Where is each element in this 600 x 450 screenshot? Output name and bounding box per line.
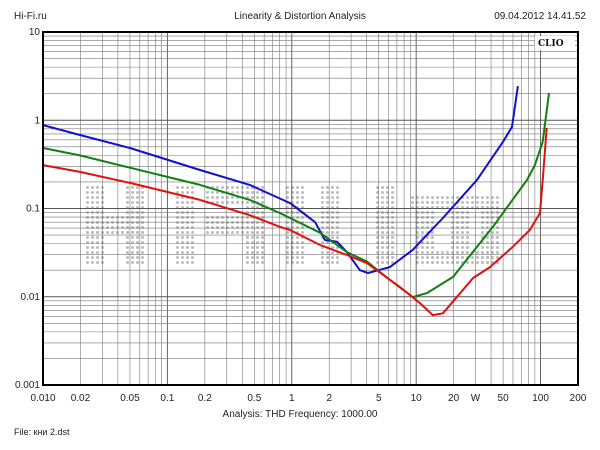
x-tick-label: 200 bbox=[570, 393, 587, 404]
watermark-block bbox=[175, 185, 195, 265]
y-tick-label: 1 bbox=[34, 115, 40, 126]
x-tick-label: W bbox=[471, 393, 481, 404]
timestamp: 09.04.2012 14.41.52 bbox=[494, 11, 586, 22]
x-tick-label: 10 bbox=[411, 393, 423, 404]
y-tick-label: 0.01 bbox=[21, 292, 41, 303]
watermark-block bbox=[85, 215, 145, 235]
watermark-block bbox=[375, 185, 395, 265]
analysis-info: Analysis: THD Frequency: 1000.00 bbox=[223, 409, 378, 420]
series-red-line bbox=[42, 127, 548, 317]
x-tick-label: 50 bbox=[498, 393, 510, 404]
logo-bg bbox=[535, 36, 575, 50]
x-tick-label: 0.1 bbox=[160, 393, 174, 404]
curves bbox=[42, 85, 550, 317]
x-tick-label: 100 bbox=[532, 393, 549, 404]
x-tick-label: 0.05 bbox=[120, 393, 140, 404]
x-tick-label: 0.02 bbox=[71, 393, 91, 404]
clio-logo: CLIO bbox=[538, 39, 564, 49]
series-green-line bbox=[42, 92, 550, 299]
x-tick-label: 5 bbox=[376, 393, 382, 404]
watermark-block bbox=[245, 185, 265, 265]
x-tick-label: 1 bbox=[289, 393, 295, 404]
watermark-block bbox=[410, 195, 500, 210]
x-tick-label: 0.5 bbox=[247, 393, 261, 404]
file-name: File: кни 2.dst bbox=[14, 427, 70, 437]
chart-title: Linearity & Distortion Analysis bbox=[234, 11, 366, 22]
x-ticks: 0.010 0.02 0.05 0.1 0.2 0.5 1 2 5 10 20 W 50 100 200 bbox=[30, 393, 586, 404]
watermark-block bbox=[430, 250, 500, 265]
y-tick-label: 0.001 bbox=[15, 380, 40, 391]
x-tick-label: 0.2 bbox=[198, 393, 212, 404]
x-tick-label: 20 bbox=[448, 393, 460, 404]
y-ticks: 10 1 0.1 0.01 0.001 bbox=[15, 27, 40, 391]
grid bbox=[42, 32, 579, 386]
x-tick-label: 2 bbox=[326, 393, 332, 404]
y-tick-label: 10 bbox=[29, 27, 41, 38]
y-tick-label: 0.1 bbox=[26, 204, 40, 215]
plot-frame bbox=[42, 31, 579, 386]
watermark-block bbox=[205, 215, 245, 235]
x-tick-label: 0.010 bbox=[30, 393, 55, 404]
watermark-block bbox=[320, 185, 340, 265]
watermark-block bbox=[285, 185, 305, 265]
watermark bbox=[85, 185, 500, 265]
site-name: Hi-Fi.ru bbox=[14, 11, 47, 22]
